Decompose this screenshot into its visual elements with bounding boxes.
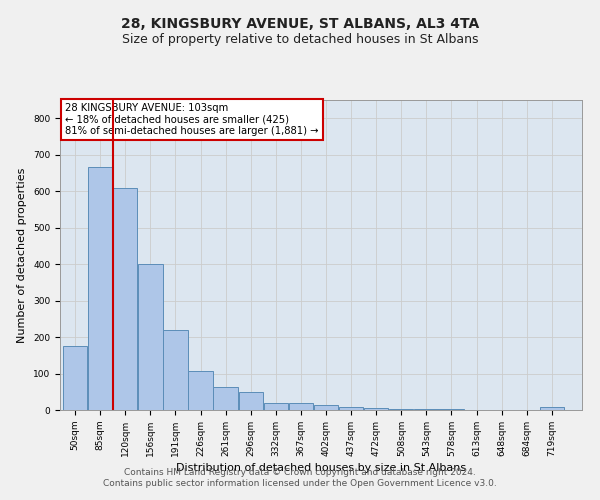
Bar <box>314 404 338 410</box>
Bar <box>540 407 564 410</box>
Bar <box>239 392 263 410</box>
Bar <box>263 402 288 410</box>
Bar <box>389 408 413 410</box>
Text: Contains HM Land Registry data © Crown copyright and database right 2024.
Contai: Contains HM Land Registry data © Crown c… <box>103 468 497 487</box>
Bar <box>113 188 137 410</box>
Bar <box>289 404 313 410</box>
X-axis label: Distribution of detached houses by size in St Albans: Distribution of detached houses by size … <box>176 463 466 473</box>
Bar <box>214 387 238 410</box>
Bar <box>364 408 388 410</box>
Text: 28, KINGSBURY AVENUE, ST ALBANS, AL3 4TA: 28, KINGSBURY AVENUE, ST ALBANS, AL3 4TA <box>121 18 479 32</box>
Y-axis label: Number of detached properties: Number of detached properties <box>17 168 28 342</box>
Bar <box>163 330 188 410</box>
Bar <box>188 370 213 410</box>
Bar <box>339 408 363 410</box>
Bar <box>63 346 87 410</box>
Bar <box>138 264 163 410</box>
Bar <box>88 168 112 410</box>
Text: 28 KINGSBURY AVENUE: 103sqm
← 18% of detached houses are smaller (425)
81% of se: 28 KINGSBURY AVENUE: 103sqm ← 18% of det… <box>65 103 319 136</box>
Text: Size of property relative to detached houses in St Albans: Size of property relative to detached ho… <box>122 32 478 46</box>
Bar <box>414 409 439 410</box>
